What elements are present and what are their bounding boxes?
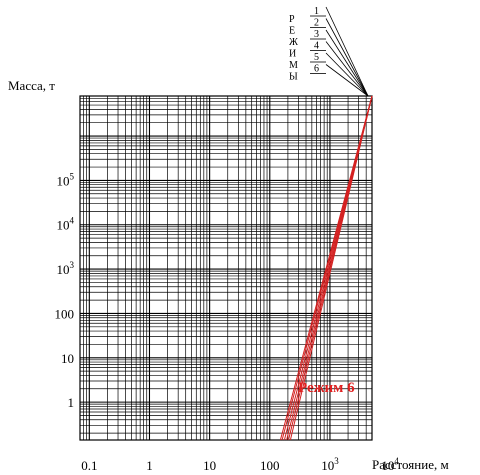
y-tick-label: 103 [57,260,75,277]
legend-title-letter: М [289,60,298,71]
y-tick-label: 1 [68,395,75,410]
legend-leader-line [325,41,369,97]
x-tick-label: 103 [321,456,339,473]
y-tick-label: 10 [61,351,74,366]
legend-label-mode-5: 5 [314,52,319,63]
plot-frame [79,95,373,441]
legend-title-letter: Е [289,26,295,37]
series-line-mode-6 [289,95,373,441]
legend-leader-line [325,6,369,97]
legend-title-letter: Р [289,14,295,25]
legend-leader-line [325,52,369,97]
x-tick-label: 0.1 [81,458,97,473]
legend-title-letter: Ж [289,37,298,48]
annotation-mode-6: Режим 6 [298,380,355,396]
legend-leader-line [325,64,369,97]
legend-label-mode-6: 6 [314,64,319,75]
legend-leader-line [325,18,369,97]
legend-title-letter: И [289,49,296,60]
legend-label-mode-1: 1 [314,6,319,17]
y-tick-label: 105 [57,171,75,188]
x-axis-label: Расстояние, м [372,457,449,472]
legend-label-mode-3: 3 [314,29,319,40]
legend-title-letter: Ы [289,72,298,83]
y-axis-label: Масса, т [8,78,55,93]
x-tick-label: 100 [260,458,280,473]
y-tick-label: 100 [55,306,75,321]
x-tick-label: 10 [203,458,216,473]
y-tick-label: 104 [57,216,75,233]
legend-label-mode-2: 2 [314,18,319,29]
series-lines [279,95,373,441]
legend-label-mode-4: 4 [314,41,319,52]
legend-leader-line [325,29,369,97]
x-tick-label: 1 [146,458,153,473]
